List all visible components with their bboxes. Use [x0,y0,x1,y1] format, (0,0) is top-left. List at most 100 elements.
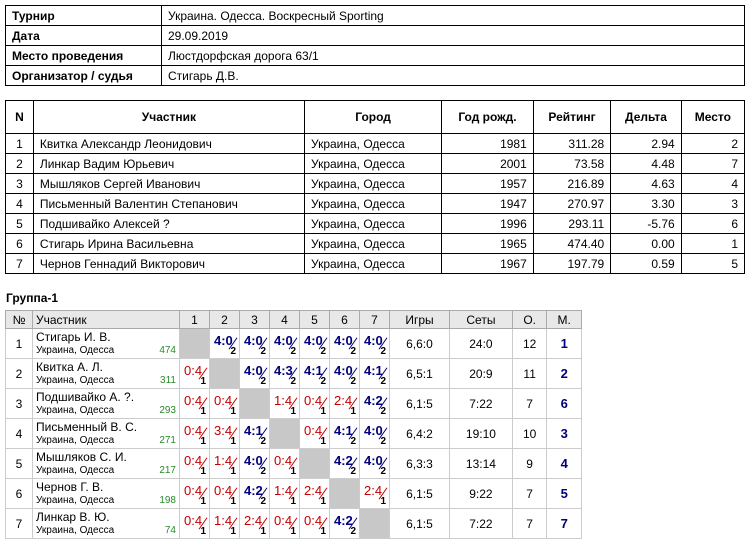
info-label: Организатор / судья [5,65,162,86]
match-cell: 1:4 1 [269,478,300,509]
match-cell: 0:4 1 [179,418,210,449]
match-score: 1:4 [214,513,233,528]
match-score: 4:0 [244,363,263,378]
participant-row: 1 Квитка Александр Леонидович Украина, Оде… [5,133,746,154]
match-points: 1 [230,406,236,417]
match-points: 1 [200,466,206,477]
column-header: О. [511,310,548,329]
match-points: 1 [320,526,326,537]
match-cell: 0:4 1 [179,358,210,389]
cell: Чернов Геннадий Викторович [32,253,306,274]
info-label: Место проведения [5,45,162,66]
match-cell: 0:4 1 [179,448,210,479]
header-row: № Участник 1 2 3 4 5 6 7 Игры Сеты О. М. [5,310,582,329]
match-score: 3:4 [214,423,233,438]
info-value: 29.09.2019 [161,25,745,46]
cell: Подшивайко Алексей ? [32,213,306,234]
cell: Украина, Одесса [303,193,443,214]
group-table: № Участник 1 2 3 4 5 6 7 Игры Сеты О. М. 1 Стигарь И. … [5,310,582,539]
cell: 5 [680,253,746,274]
player-rating: 74 [164,524,176,536]
cell: 1947 [441,193,534,214]
match-points: 2 [290,376,296,387]
match-points: 2 [260,376,266,387]
points: 7 [511,388,548,419]
diagonal-cell [329,478,360,509]
group-title: Группа-1 [6,291,59,305]
match-cell: 0:4 1 [179,478,210,509]
match-score: 2:4 [304,483,323,498]
match-cell: 0:4 1 [179,508,210,539]
player-sub: Украина, Одесса 474 [36,344,176,357]
match-cell: 4:0 2 [359,418,390,449]
match-points: 1 [350,406,356,417]
row-number: 7 [5,508,33,539]
group-row: 2 Квитка А. Л. Украина, Одесса 311 0:4 1 4:0 2 4… [5,358,582,389]
group-row: 1 Стигарь И. В. Украина, Одесса 474 4:0 2 4:0 2… [5,328,582,359]
sets: 7:22 [448,388,513,419]
player-name: Мышляков С. И. [36,449,127,464]
cell: 4.63 [610,173,682,194]
match-points: 1 [230,526,236,537]
match-cell: 4:0 2 [239,358,270,389]
cell: Линкар Вадим Юрьевич [32,153,306,174]
cell: -5.76 [610,213,682,234]
player: Подшивайко А. ?. Украина, Одесса 293 [32,388,180,419]
match-cell: 4:3 2 [269,358,300,389]
match-score: 4:0 [244,453,263,468]
match-score: 4:2 [364,393,383,408]
games: 6,3:3 [389,448,450,479]
match-points: 2 [320,346,326,357]
diagonal-cell [239,388,270,419]
match-score: 4:1 [244,423,263,438]
match-score: 4:0 [214,333,233,348]
diagonal-cell [209,358,240,389]
column-header: 1 [179,310,210,329]
match-cell: 2:4 1 [239,508,270,539]
player-city: Украина, Одесса [36,494,115,506]
info-row: Место проведения Люстдорфская дорога 63/1 [5,45,745,66]
cell: 0.00 [610,233,682,254]
games: 6,1:5 [389,478,450,509]
player-sub: Украина, Одесса 74 [36,524,176,537]
cell: 216.89 [532,173,612,194]
games: 6,4:2 [389,418,450,449]
player-sub: Украина, Одесса 293 [36,404,176,417]
sets: 9:22 [448,478,513,509]
match-cell: 4:0 2 [209,328,240,359]
place: 7 [546,508,582,539]
match-points: 1 [230,436,236,447]
cell: 270.97 [532,193,612,214]
participant-row: 7 Чернов Геннадий Викторович Украина, Одес… [5,253,746,274]
cell: 3.30 [610,193,682,214]
player-rating: 293 [159,404,176,416]
row-number: 5 [5,448,33,479]
diagonal-cell [179,328,210,359]
match-score: 0:4 [184,513,203,528]
cell: 5 [5,213,34,234]
match-points: 1 [200,526,206,537]
match-cell: 0:4 1 [209,388,240,419]
player-city: Украина, Одесса [36,524,115,536]
column-header: Год рожд. [441,100,534,134]
match-score: 4:2 [334,513,353,528]
cell: 2 [680,133,746,154]
match-cell: 4:0 2 [329,328,360,359]
player-city: Украина, Одесса [36,344,115,356]
match-points: 2 [380,436,386,447]
match-score: 0:4 [184,363,203,378]
cell: 1967 [441,253,534,274]
match-cell: 0:4 1 [179,388,210,419]
match-score: 0:4 [304,423,323,438]
match-score: 0:4 [214,483,233,498]
match-score: 2:4 [364,483,383,498]
group-row: 7 Линкар В. Ю. Украина, Одесса 74 0:4 1 1:4 1 2:… [5,508,582,539]
match-points: 2 [350,436,356,447]
group-row: 4 Письменный В. С. Украина, Одесса 271 0:4 1 3… [5,418,582,449]
diagonal-cell [299,448,330,479]
cell: 293.11 [532,213,612,234]
match-score: 2:4 [244,513,263,528]
match-score: 0:4 [184,423,203,438]
match-cell: 4:1 2 [299,358,330,389]
